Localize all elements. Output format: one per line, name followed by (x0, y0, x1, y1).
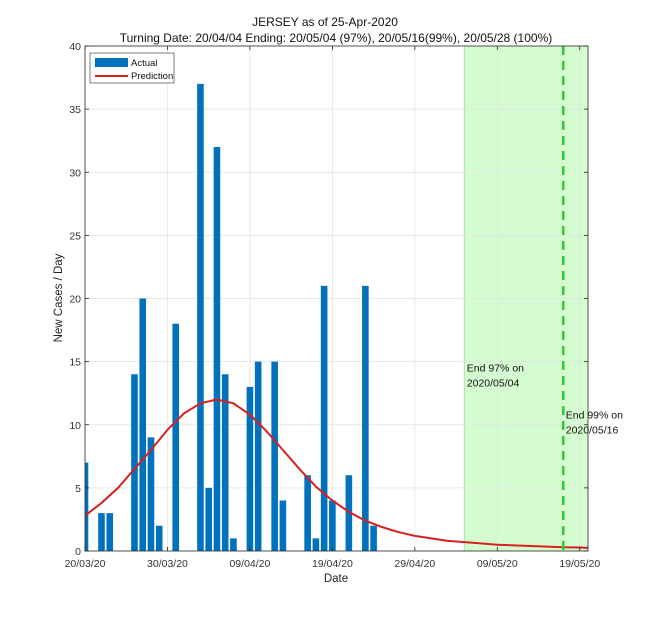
bar (230, 538, 237, 551)
x-tick-label: 09/04/20 (229, 558, 270, 570)
bar (254, 361, 262, 551)
bar (370, 525, 377, 551)
legend-actual-swatch (95, 58, 128, 67)
bar (197, 83, 204, 551)
prediction-line (84, 398, 589, 549)
annotation-text: 2020/05/16 (566, 424, 619, 436)
y-tick-label: 30 (69, 167, 81, 179)
bar (98, 513, 105, 551)
bar (147, 437, 155, 551)
legend-prediction-label: Prediction (131, 71, 173, 82)
bar (205, 487, 212, 551)
bar (345, 475, 353, 551)
bar (362, 285, 369, 551)
y-tick-label: 0 (75, 546, 81, 558)
bars (85, 83, 377, 551)
bar (329, 500, 336, 551)
bar (213, 147, 221, 551)
x-tick-label: 09/05/20 (477, 558, 518, 570)
bar (131, 374, 138, 551)
chart-subtitle: Turning Date: 20/04/04 Ending: 20/05/04 … (120, 31, 553, 45)
legend-actual-label: Actual (131, 58, 157, 69)
y-tick-label: 5 (75, 483, 81, 495)
bar (304, 475, 311, 551)
y-tick-label: 10 (69, 420, 81, 432)
x-axis-label: Date (324, 573, 348, 585)
y-axis-label: New Cases / Day (53, 253, 65, 342)
x-tick-label: 29/04/20 (394, 558, 435, 570)
bar (279, 500, 287, 551)
y-tick-label: 35 (69, 104, 81, 116)
bar (221, 374, 229, 551)
bar (320, 285, 328, 551)
x-tick-label: 30/03/20 (147, 558, 188, 570)
chart-title: JERSEY as of 25-Apr-2020 (252, 15, 398, 29)
bar (106, 513, 114, 551)
x-tick-label: 20/03/20 (65, 558, 106, 570)
bar (139, 298, 147, 551)
y-tick-label: 15 (69, 357, 81, 369)
bar (85, 462, 89, 551)
annotation-text: 2020/05/04 (467, 378, 520, 390)
y-tick-label: 25 (69, 230, 81, 242)
x-tick-label: 19/05/20 (559, 558, 600, 570)
legend: Actual Prediction (89, 52, 175, 84)
bar (312, 538, 320, 551)
x-tick-label: 19/04/20 (312, 558, 353, 570)
annotation-text: End 97% on (467, 363, 524, 375)
bar (271, 361, 278, 551)
y-tick-label: 40 (69, 41, 81, 53)
y-tick-label: 20 (69, 294, 81, 306)
annotation-text: End 99% on (566, 409, 623, 421)
bar (172, 323, 180, 551)
bar (246, 386, 254, 551)
bar (155, 525, 163, 551)
